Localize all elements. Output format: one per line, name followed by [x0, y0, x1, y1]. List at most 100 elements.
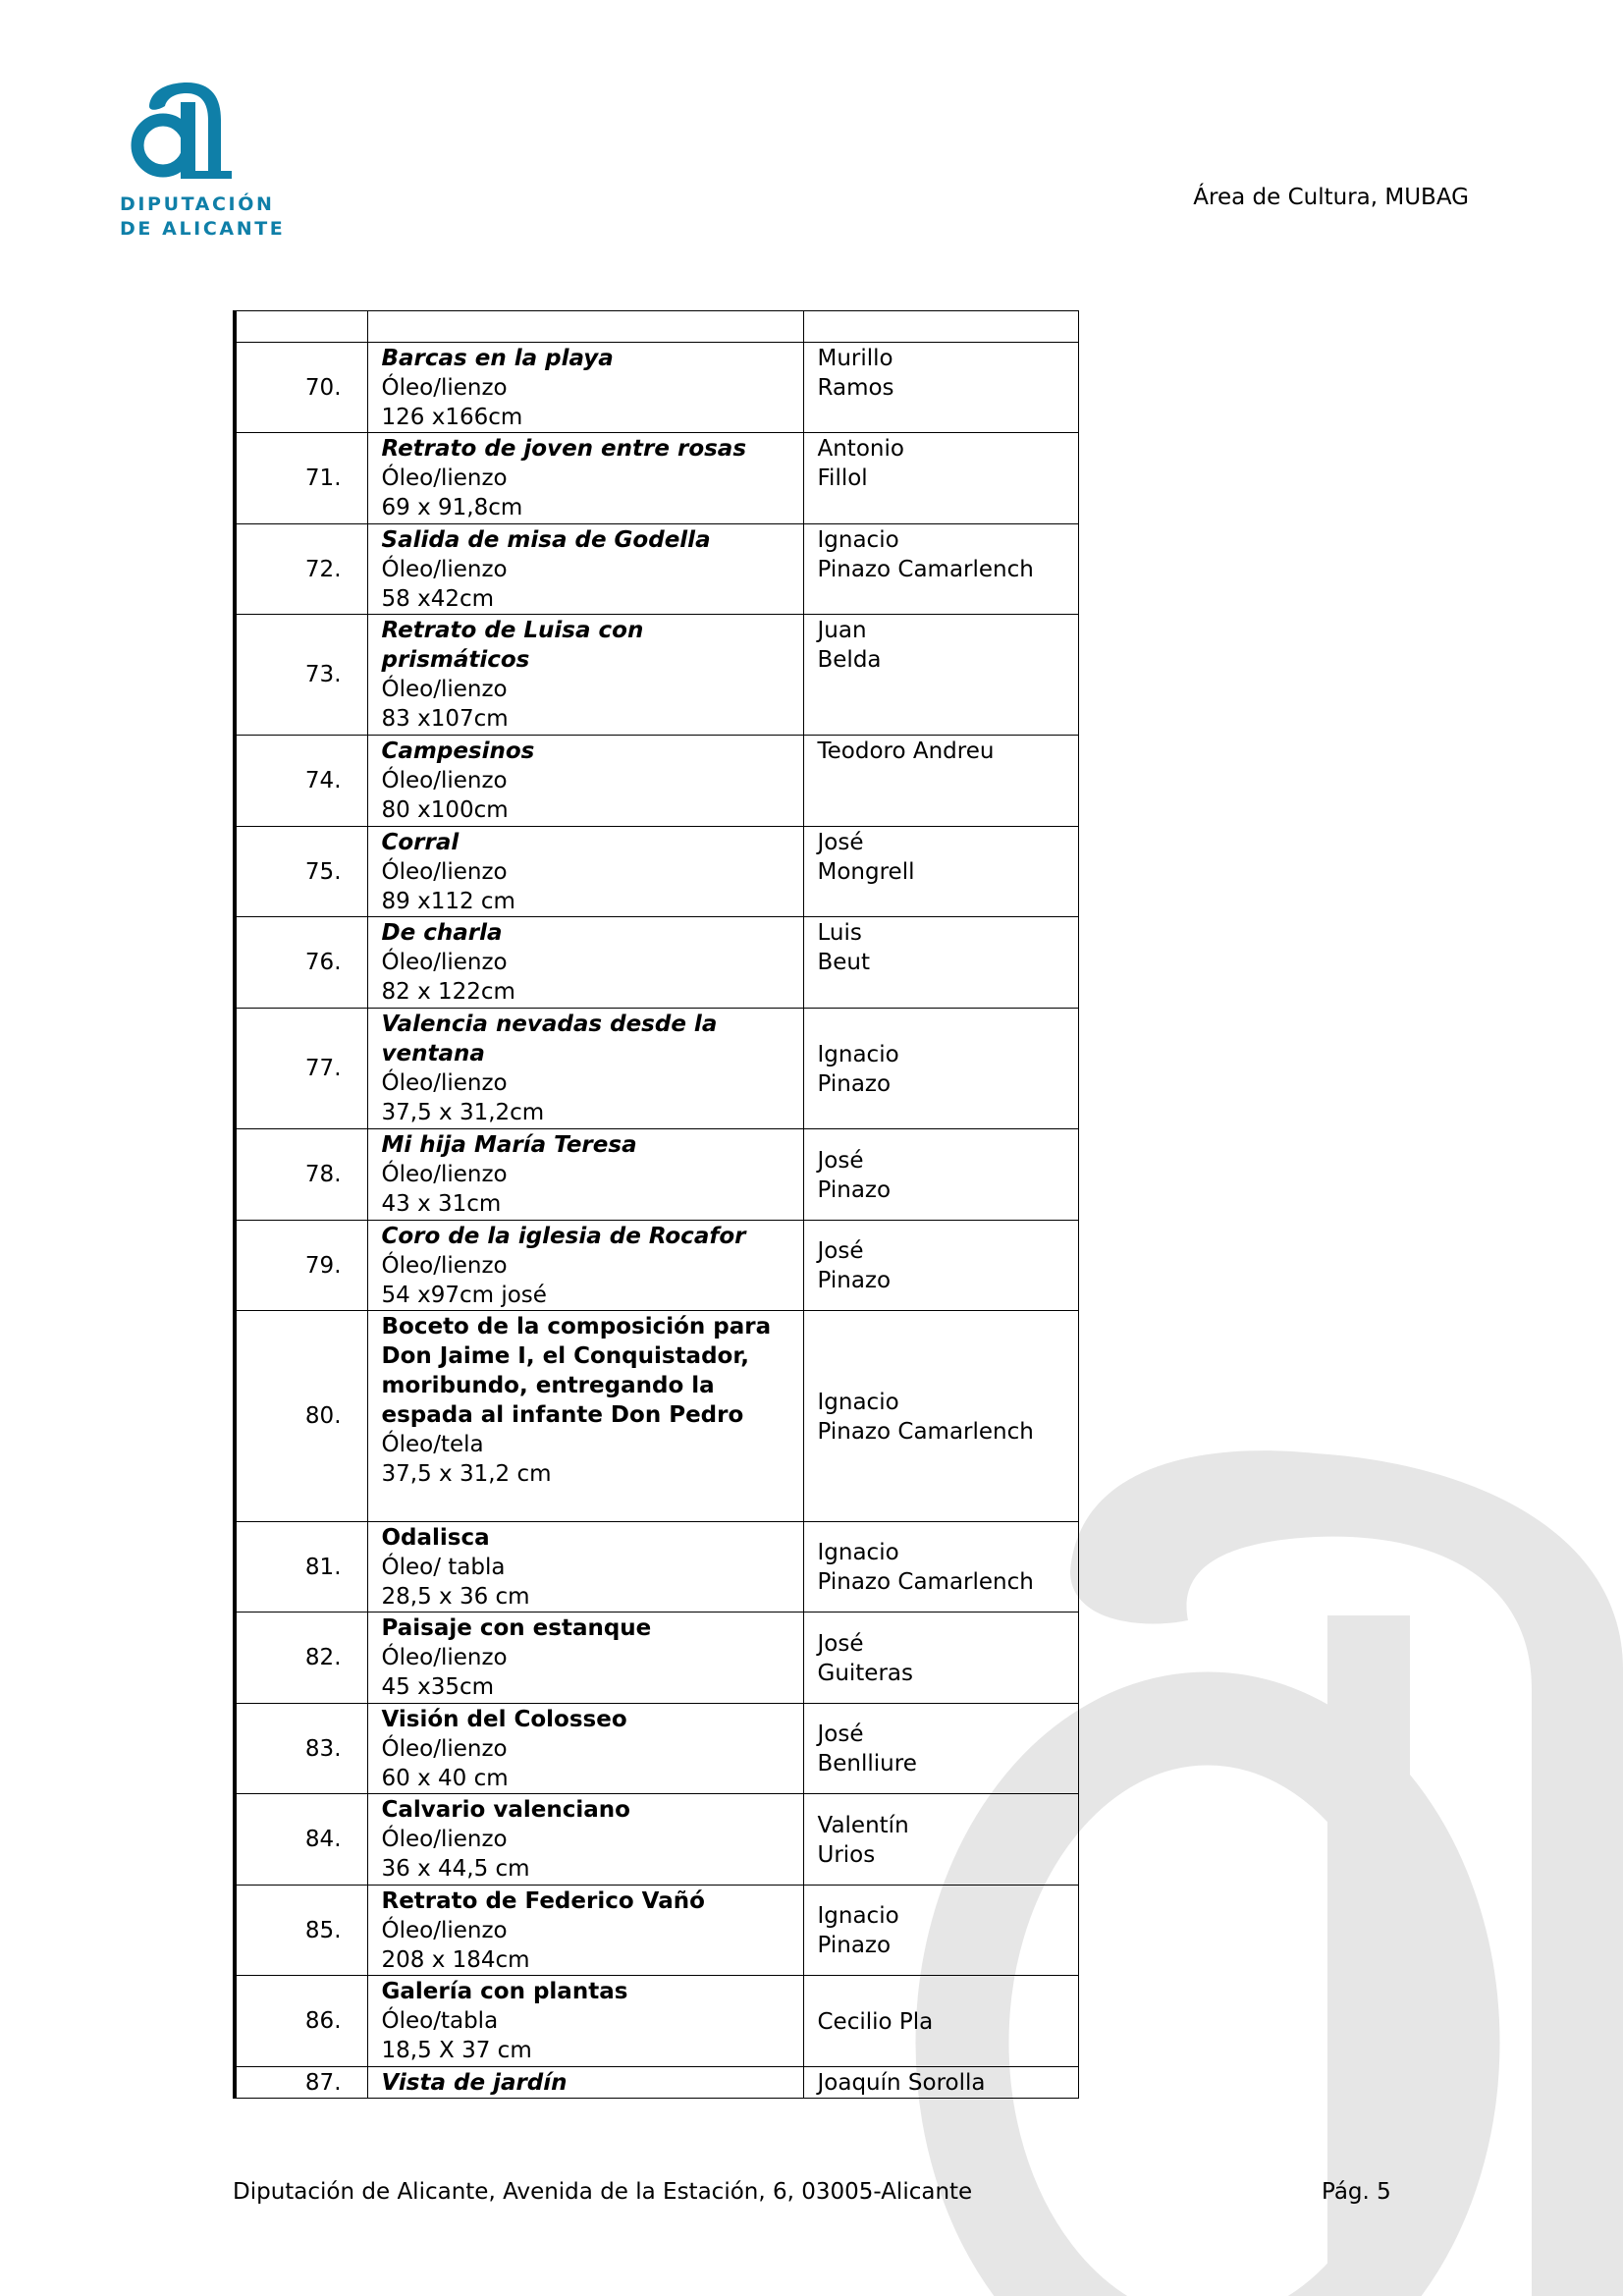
- artist-name: Pinazo Camarlench: [817, 1418, 1034, 1445]
- item-number: 73.: [233, 614, 368, 736]
- artwork-title: Retrato de Federico Vañó: [381, 1888, 705, 1914]
- artist-name: José: [817, 1238, 864, 1264]
- diputacion-logo: [131, 82, 232, 179]
- artworks-table: 70. Barcas en la playa Óleo/lienzo 126 x166…: [233, 310, 1079, 2099]
- artwork-medium: Óleo/tabla: [381, 2008, 499, 2034]
- artwork-medium: Óleo/lienzo: [381, 557, 508, 582]
- artist-name: José: [817, 1147, 864, 1174]
- artwork-size: 83 x107cm: [381, 706, 509, 732]
- artwork-size: 60 x 40 cm: [381, 1766, 509, 1791]
- artwork-title: Mi hija María Teresa: [381, 1132, 637, 1158]
- artist-name: José: [817, 1722, 864, 1747]
- artist-name: Ramos: [817, 375, 894, 401]
- artwork-cell: Vista de jardín: [366, 2066, 804, 2099]
- artist-name: Fillol: [817, 465, 868, 491]
- table-row: 71. Retrato de joven entre rosas Óleo/lien…: [233, 432, 1079, 524]
- artwork-medium: Óleo/lienzo: [381, 1253, 508, 1279]
- logo-text-line2: DE ALICANTE: [120, 218, 286, 240]
- artwork-title: Campesinos: [381, 738, 535, 764]
- table-row: 74. Campesinos Óleo/lienzo 80 x100cm Teodoro…: [233, 735, 1079, 827]
- item-number: 76.: [233, 916, 368, 1009]
- artwork-cell: Retrato de Federico Vañó Óleo/lienzo 208 x…: [366, 1885, 804, 1976]
- artist-name: José: [817, 1630, 864, 1657]
- artwork-cell: Coro de la iglesia de Rocafor Óleo/lienzo…: [366, 1220, 804, 1311]
- page-number: Pág. 5: [1322, 2179, 1391, 2205]
- artwork-cell: Retrato de Luisa con prismáticos Óleo/lie…: [366, 614, 804, 736]
- artwork-title: Retrato de Luisa con prismáticos: [381, 618, 644, 673]
- table-row: 86. Galería con plantas Óleo/tabla 18,5 X 3…: [233, 1975, 1079, 2067]
- artist-cell: José Guiteras: [802, 1612, 1079, 1704]
- artist-cell: José Pinazo: [802, 1128, 1079, 1221]
- artwork-cell: Galería con plantas Óleo/tabla 18,5 X 37 c…: [366, 1975, 804, 2067]
- header-area: Área de Cultura, MUBAG: [1193, 185, 1469, 210]
- artwork-title: De charla: [381, 920, 503, 946]
- artwork-size: 45 x35cm: [381, 1674, 495, 1700]
- artist-cell: Antonio Fillol: [802, 432, 1079, 524]
- artwork-cell: Salida de misa de Godella Óleo/lienzo 58 x…: [366, 523, 804, 615]
- artwork-size: 28,5 x 36 cm: [381, 1584, 530, 1610]
- item-number: 72.: [233, 523, 368, 615]
- item-number: 70.: [233, 342, 368, 433]
- artwork-title: Galería con plantas: [381, 1979, 628, 2004]
- artist-name: Ignacio: [817, 527, 899, 553]
- artwork-size: 89 x112 cm: [381, 889, 515, 914]
- item-number: 74.: [233, 735, 368, 827]
- item-number: 75.: [233, 826, 368, 917]
- artist-name: Murillo: [817, 346, 893, 371]
- table-row: 72. Salida de misa de Godella Óleo/lienzo 5…: [233, 523, 1079, 615]
- artwork-size: 36 x 44,5 cm: [381, 1856, 530, 1882]
- artist-cell: Juan Belda: [802, 614, 1079, 736]
- artwork-title: Retrato de joven entre rosas: [381, 436, 747, 462]
- artist-name: Pinazo: [817, 1268, 892, 1293]
- artist-cell: Valentín Urios: [802, 1793, 1079, 1886]
- artist-cell: Luis Beut: [802, 916, 1079, 1009]
- artist-name: Pinazo: [817, 1070, 892, 1097]
- table-row: 75. Corral Óleo/lienzo 89 x112 cm José Mongre…: [233, 826, 1079, 917]
- artist-name: Teodoro Andreu: [817, 738, 995, 764]
- artist-name: Ignacio: [817, 1903, 899, 1929]
- table-row: 76. De charla Óleo/lienzo 82 x 122cm Luis Beu…: [233, 916, 1079, 1009]
- table-row: 85. Retrato de Federico Vañó Óleo/lienzo 20…: [233, 1885, 1079, 1976]
- artwork-cell: Corral Óleo/lienzo 89 x112 cm: [366, 826, 804, 917]
- table-row: 82. Paisaje con estanque Óleo/lienzo 45 x35…: [233, 1612, 1079, 1704]
- artwork-size: 54 x97cm josé: [381, 1283, 547, 1308]
- artwork-cell: Calvario valenciano Óleo/lienzo 36 x 44,5 …: [366, 1793, 804, 1886]
- artwork-medium: Óleo/lienzo: [381, 950, 508, 975]
- artist-name: Valentín: [817, 1812, 909, 1838]
- artwork-medium: Óleo/ tabla: [381, 1555, 506, 1580]
- artwork-title: Coro de la iglesia de Rocafor: [381, 1224, 746, 1249]
- table-row: 79. Coro de la iglesia de Rocafor Óleo/lie…: [233, 1220, 1079, 1311]
- item-number: 83.: [233, 1703, 368, 1794]
- item-number: 71.: [233, 432, 368, 524]
- artist-name: Ignacio: [817, 1389, 899, 1415]
- artwork-medium: Óleo/lienzo: [381, 859, 508, 885]
- artist-name: Juan: [817, 618, 867, 643]
- logo-text: DIPUTACIÓN DE ALICANTE: [120, 192, 285, 242]
- artwork-size: 37,5 x 31,2cm: [381, 1100, 545, 1125]
- table-row: 81. Odalisca Óleo/ tabla 28,5 x 36 cm Ignaci…: [233, 1521, 1079, 1613]
- artwork-medium: Óleo/lienzo: [381, 1736, 508, 1762]
- item-number: 80.: [233, 1310, 368, 1522]
- artist-name: Pinazo Camarlench: [817, 557, 1034, 582]
- artist-cell: Ignacio Pinazo: [802, 1885, 1079, 1976]
- artwork-title: Paisaje con estanque: [381, 1615, 652, 1641]
- artist-name: Pinazo Camarlench: [817, 1569, 1034, 1595]
- artist-cell: Ignacio Pinazo Camarlench: [802, 1521, 1079, 1613]
- artist-name: Beut: [817, 950, 871, 975]
- artwork-size: 37,5 x 31,2 cm: [381, 1461, 552, 1487]
- artwork-medium: Óleo/tela: [381, 1432, 484, 1457]
- artist-name: Guiteras: [817, 1660, 914, 1686]
- artwork-title: Salida de misa de Godella: [381, 527, 711, 553]
- header-cell: [802, 310, 1079, 343]
- table-row: 77. Valencia nevadas desde la ventana Óleo…: [233, 1008, 1079, 1129]
- artwork-medium: Óleo/lienzo: [381, 1827, 508, 1852]
- artist-name: Belda: [817, 647, 882, 673]
- artwork-cell: Boceto de la composición para Don Jaime …: [366, 1310, 804, 1522]
- artist-name: Urios: [817, 1841, 876, 1868]
- table-row: 87. Vista de jardín Joaquín Sorolla: [233, 2066, 1079, 2099]
- artwork-size: 18,5 X 37 cm: [381, 2038, 532, 2063]
- artist-name: Cecilio Pla: [817, 2008, 934, 2035]
- artwork-title: Visión del Colosseo: [381, 1707, 627, 1732]
- artist-name: Antonio: [817, 436, 904, 462]
- artist-cell: Ignacio Pinazo: [802, 1008, 1079, 1129]
